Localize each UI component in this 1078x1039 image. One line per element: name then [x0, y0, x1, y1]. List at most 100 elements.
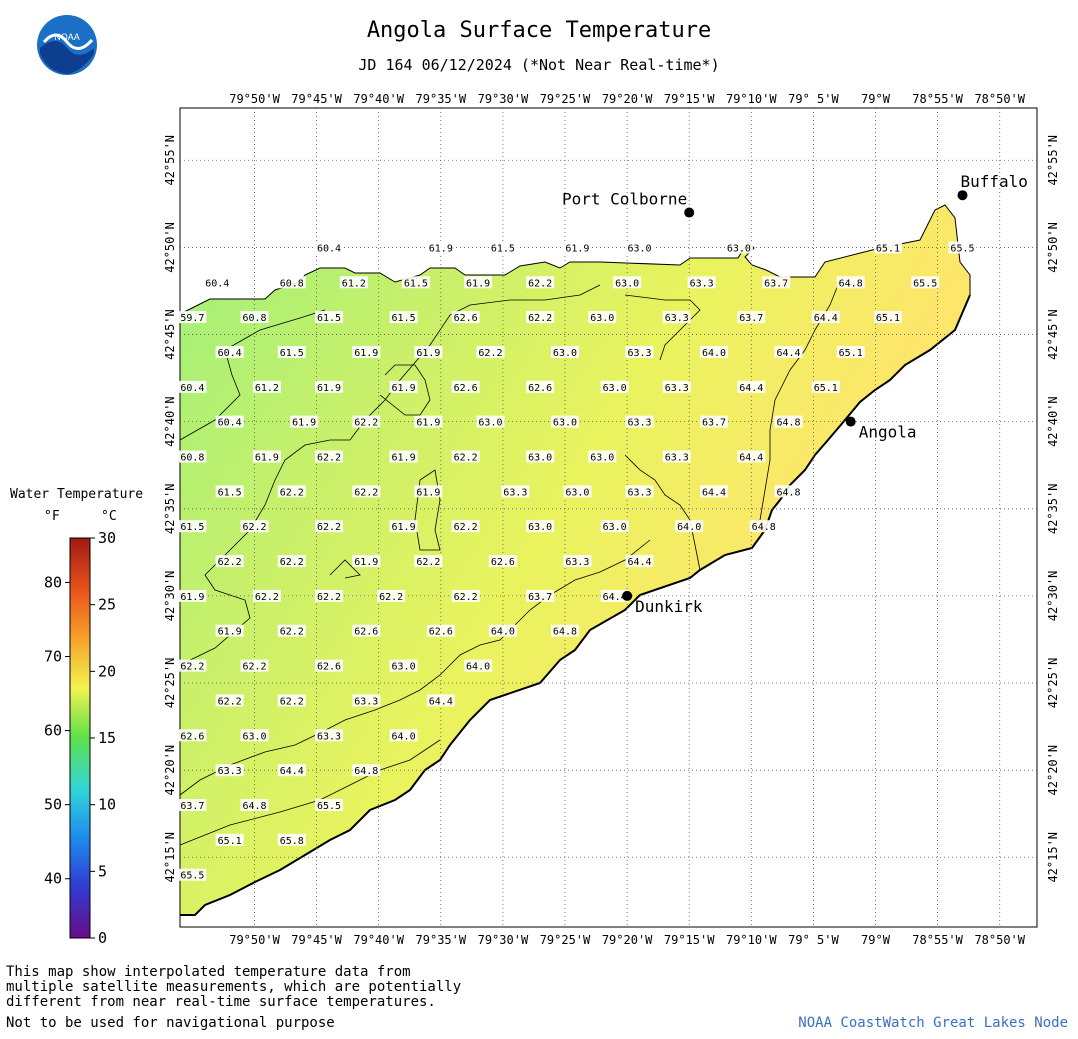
temperature-value-label: 64.4 [429, 696, 453, 707]
temp-label-box [588, 311, 617, 324]
nav-disclaimer: Not to be used for navigational purpose [6, 1015, 335, 1031]
temperature-value-label: 63.7 [702, 418, 726, 429]
lat-tick-label-left: 42°35'N [163, 484, 177, 535]
legend-tick-label-f: 40 [44, 870, 62, 888]
lon-tick-label-bottom: 79°45'W [291, 933, 342, 947]
temp-label-box [662, 450, 691, 463]
lon-tick-label-bottom: 79°10'W [726, 933, 777, 947]
temp-label-box [749, 520, 778, 533]
temp-label-box [526, 450, 555, 463]
temperature-value-label: 61.9 [354, 348, 378, 359]
temperature-value-label: 64.4 [702, 487, 726, 498]
temp-label-box [315, 241, 344, 254]
temp-label-box [873, 311, 902, 324]
temp-label-box [252, 380, 281, 393]
temp-label-box [526, 311, 555, 324]
lat-tick-label-left: 42°50'N [163, 222, 177, 273]
lon-tick-label-top: 79°40'W [353, 92, 404, 106]
temp-label-box [240, 520, 269, 533]
temp-label-box [476, 346, 505, 359]
temp-label-box [277, 764, 306, 777]
temp-label-box [215, 346, 244, 359]
lon-tick-label-bottom: 78°50'W [974, 933, 1025, 947]
temp-label-box [600, 380, 629, 393]
temperature-value-label: 63.3 [627, 418, 651, 429]
city-label: Angola [859, 423, 917, 442]
temp-label-box [687, 276, 716, 289]
legend-tick-label-c: 15 [98, 729, 116, 747]
temp-label-box [613, 276, 642, 289]
temperature-value-label: 64.4 [627, 557, 651, 568]
temperature-value-label: 63.0 [615, 278, 639, 289]
temperature-value-label: 61.9 [429, 243, 453, 254]
temperature-value-label: 62.2 [379, 592, 403, 603]
temp-label-box [550, 624, 579, 637]
note-line: different from near real-time surface te… [6, 994, 436, 1010]
legend-tick-label-c: 0 [98, 929, 107, 947]
temp-label-box [414, 555, 443, 568]
note-line: This map show interpolated temperature d… [6, 964, 411, 980]
legend-unit-c: °C [101, 509, 117, 524]
lon-tick-label-bottom: 79°W [861, 933, 891, 947]
map-subtitle: JD 164 06/12/2024 (*Not Near Real-time*) [358, 56, 720, 74]
legend-tick-label-f: 60 [44, 722, 62, 740]
temp-label-box [625, 346, 654, 359]
disclaimer-note: This map show interpolated temperature d… [6, 965, 461, 1010]
temperature-value-label: 61.9 [218, 627, 242, 638]
temp-label-box [737, 380, 766, 393]
temperature-value-label: 65.1 [218, 836, 242, 847]
temp-label-box [414, 346, 443, 359]
temperature-value-label: 62.2 [218, 557, 242, 568]
lon-tick-label-top: 79° 5'W [788, 92, 839, 106]
temp-label-box [215, 624, 244, 637]
noaa-logo-icon: NOAA [37, 15, 97, 75]
temp-label-box [178, 868, 207, 881]
temp-label-box [526, 520, 555, 533]
legend-tick-label-f: 70 [44, 648, 62, 666]
temp-label-box [277, 346, 306, 359]
lon-tick-label-top: 79°15'W [664, 92, 715, 106]
temperature-value-label: 63.3 [665, 313, 689, 324]
temperature-value-label: 62.6 [354, 627, 378, 638]
temperature-value-label: 61.5 [280, 348, 304, 359]
temperature-value-label: 61.9 [466, 278, 490, 289]
temperature-value-label: 62.6 [180, 731, 204, 742]
temperature-value-label: 61.9 [392, 453, 416, 464]
temperature-value-label: 64.4 [739, 383, 763, 394]
isotherm-line [179, 539, 651, 796]
temperature-value-label: 62.2 [354, 487, 378, 498]
temperature-value-label: 62.2 [454, 453, 478, 464]
lon-tick-label-top: 79°35'W [416, 92, 467, 106]
temperature-value-label: 63.3 [565, 557, 589, 568]
temperature-value-label: 63.7 [764, 278, 788, 289]
temperature-value-label: 61.9 [416, 487, 440, 498]
temperature-value-label: 65.5 [180, 871, 204, 882]
legend-tick-label-f: 80 [44, 573, 62, 591]
isotherm-line [624, 294, 701, 361]
lat-tick-label-left: 42°20'N [163, 745, 177, 796]
map-title: Angola Surface Temperature [366, 18, 712, 43]
temperature-value-label: 63.7 [739, 313, 763, 324]
lon-tick-label-top: 79°W [861, 92, 891, 106]
temp-label-box [389, 311, 418, 324]
legend-tick-label-c: 20 [98, 662, 116, 680]
temperature-value-label: 60.4 [218, 418, 242, 429]
temp-label-box [215, 485, 244, 498]
city-label: Buffalo [960, 172, 1027, 191]
temp-label-box [836, 346, 865, 359]
map-frame [179, 107, 1038, 928]
temperature-value-label: 63.3 [665, 453, 689, 464]
temperature-value-label: 60.8 [280, 278, 304, 289]
temperature-value-label: 64.8 [776, 418, 800, 429]
temp-label-box [414, 415, 443, 428]
temperature-value-label: 64.0 [677, 522, 701, 533]
legend-color-bar [69, 537, 91, 939]
temperature-value-label: 62.2 [242, 662, 266, 673]
temp-label-box [178, 520, 207, 533]
temp-label-box [600, 589, 629, 602]
lon-tick-label-bottom: 79°20'W [602, 933, 653, 947]
temp-label-box [352, 624, 381, 637]
temp-label-box [178, 450, 207, 463]
temp-label-box [277, 555, 306, 568]
temp-label-box [315, 520, 344, 533]
